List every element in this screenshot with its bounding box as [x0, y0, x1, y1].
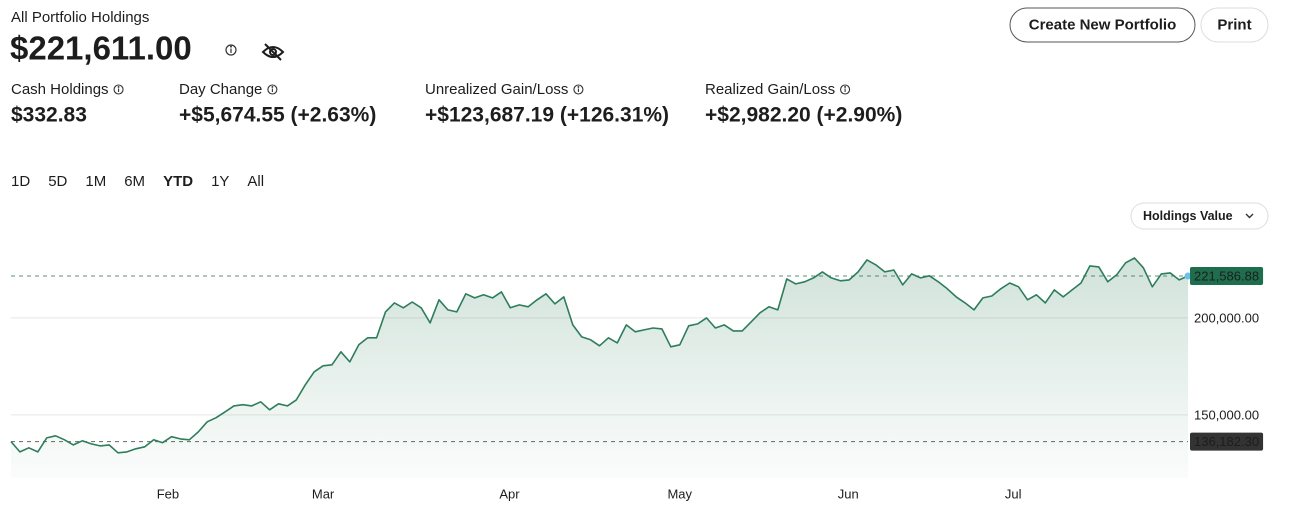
info-icon[interactable] [840, 84, 851, 95]
reference-badge [1190, 432, 1264, 451]
info-icon[interactable] [113, 84, 124, 95]
stats-row: Cash Holdings $332.83 Day Change +$5,674.55… [11, 81, 902, 127]
info-dot [844, 85, 847, 88]
holdings-title: All Portfolio Holdings [11, 9, 149, 26]
chevron [1245, 213, 1254, 219]
info-dot [577, 85, 580, 88]
stat-label: Day Change [179, 81, 262, 98]
dropdown-label: Holdings Value [1143, 209, 1233, 223]
stat-value: +$123,687.19 (+126.31%) [425, 104, 669, 127]
stat-value: +$2,982.20 (+2.90%) [705, 104, 902, 127]
reference-badge [1190, 267, 1264, 286]
range-option[interactable]: 1M [85, 173, 106, 190]
info-icon[interactable] [267, 84, 278, 95]
x-tick-label: Apr [499, 486, 520, 501]
holdings-total: $221,611.00 [10, 30, 192, 67]
y-tick-label: 200,000.00 [1194, 310, 1259, 325]
range-option[interactable]: YTD [163, 173, 193, 190]
stat-value: $332.83 [11, 104, 87, 127]
range-option[interactable]: 6M [124, 173, 145, 190]
range-selector: 1D 5D 1M 6M YTD 1Y All [11, 173, 264, 190]
info-dot [117, 85, 120, 88]
chart: 150,000.00 200,000.00 Feb Mar Apr May Jun Jul 22… [10, 257, 1264, 501]
x-tick-label: Jun [838, 486, 859, 501]
info-ring [113, 84, 124, 95]
info-ring [267, 84, 278, 95]
area [11, 258, 1188, 478]
line [10, 257, 1189, 454]
button-label: Create New Portfolio [1029, 16, 1177, 33]
info-ring [840, 84, 851, 95]
info-ring [573, 84, 584, 95]
x-tick-label: Jul [1005, 486, 1022, 501]
reference-label: 221,586.88 [1194, 268, 1259, 283]
create-portfolio-button[interactable]: Create New Portfolio [1009, 7, 1196, 43]
holdings-value-dropdown[interactable]: Holdings Value [1130, 202, 1269, 230]
end-dot [1184, 272, 1192, 280]
print-button[interactable]: Print [1200, 7, 1269, 43]
button-label: Print [1217, 16, 1251, 33]
stat-label: Unrealized Gain/Loss [425, 81, 568, 98]
info-dot [271, 85, 274, 88]
x-tick-label: Mar [312, 486, 335, 501]
range-option[interactable]: All [247, 173, 264, 190]
x-tick-label: Feb [157, 486, 179, 501]
range-option[interactable]: 1Y [211, 173, 229, 190]
stat-label: Realized Gain/Loss [705, 81, 835, 98]
y-tick-label: 150,000.00 [1194, 407, 1259, 422]
range-option[interactable]: 5D [48, 173, 67, 190]
info-icon[interactable] [573, 84, 584, 95]
info-icon[interactable] [225, 44, 237, 56]
stat-value: +$5,674.55 (+2.63%) [179, 104, 376, 127]
range-option[interactable]: 1D [11, 173, 30, 190]
hide-toggle[interactable] [261, 43, 285, 61]
x-tick-label: May [667, 486, 692, 501]
stat-label: Cash Holdings [11, 81, 109, 98]
reference-label: 136,182.30 [1194, 434, 1259, 449]
